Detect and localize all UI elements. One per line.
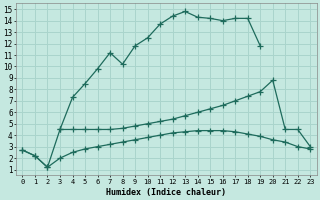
X-axis label: Humidex (Indice chaleur): Humidex (Indice chaleur) bbox=[106, 188, 226, 197]
